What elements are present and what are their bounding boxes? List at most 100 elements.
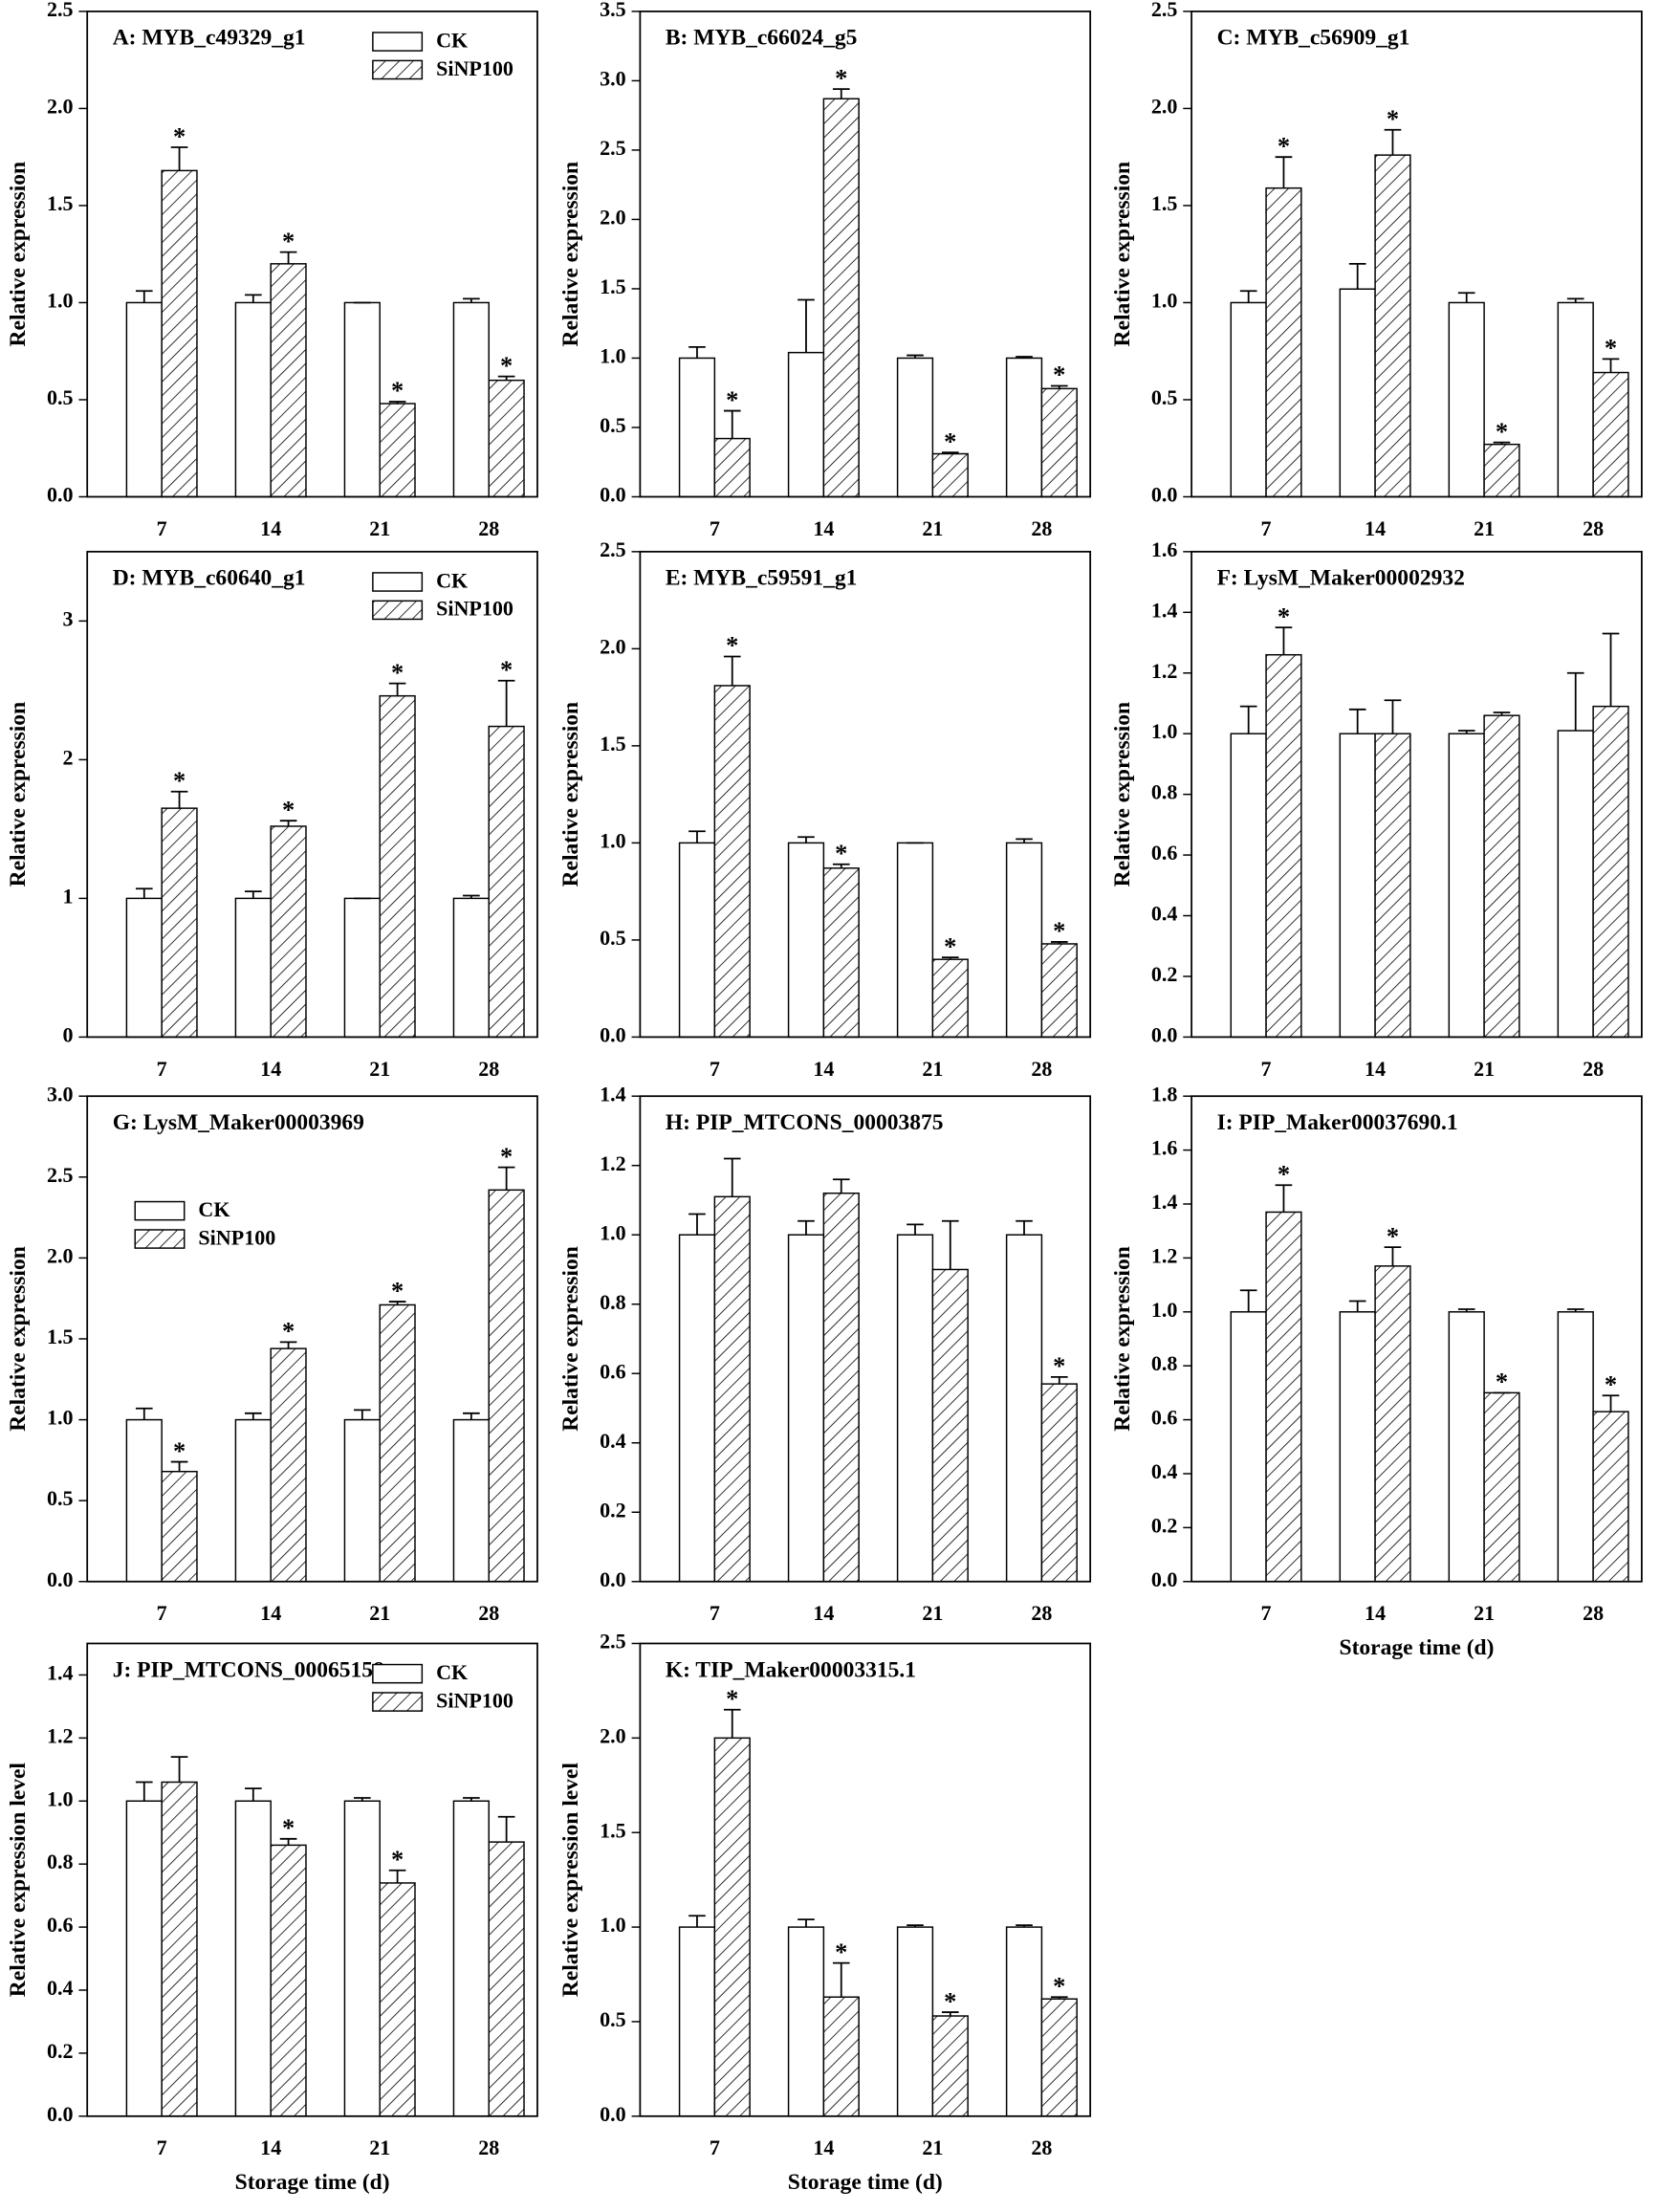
y-tick-label: 2.5 [47,0,74,21]
x-tick-label: 7 [710,1601,720,1625]
error-bar [279,1341,297,1349]
error-bar [723,655,741,686]
significance-label: * [1496,1368,1508,1396]
plot-frame [639,1642,1092,2117]
error-bar [354,1797,371,1802]
error-bar [906,1924,924,1928]
y-tick-label: 3 [62,606,73,630]
bar [931,2015,969,2117]
panel-title: K: TIP_Maker00003315.1 [666,1657,916,1682]
y-tick-label: 0.5 [47,1486,74,1510]
x-tick-label: 21 [922,516,943,540]
bar [1040,943,1078,1039]
plot-frame [639,1095,1092,1583]
error-bar [1348,1300,1366,1312]
plot-frame [1190,11,1643,498]
significance-label: * [282,227,295,255]
y-tick-label: 0.4 [600,1429,626,1453]
error-bar [723,1157,741,1197]
bar [1339,1311,1376,1583]
bar [1557,301,1594,498]
error-bar [170,1756,188,1783]
y-tick-label: 1.0 [1151,719,1178,743]
error-bar [1275,1184,1293,1213]
error-bar [688,345,706,359]
bar [1265,186,1302,498]
y-tick-label: 0.5 [600,413,626,437]
y-tick-label: 1.0 [600,1220,626,1244]
significance-label: * [391,658,404,687]
x-tick-label: 28 [478,516,499,540]
bar [896,357,934,498]
significance-label: * [173,766,186,795]
x-tick-label: 14 [260,2135,281,2159]
y-axis-label: Relative expression [6,702,31,887]
y-tick-label: 1.2 [47,1723,74,1747]
y-tick-label: 3.0 [600,66,626,90]
bar [488,1841,525,2117]
error-bar [832,1178,850,1194]
y-axis-label: Relative expression [6,1246,31,1432]
y-tick-label: 2.5 [600,1630,626,1654]
significance-label: * [391,1845,404,1873]
panel-title: D: MYB_c60640_g1 [113,566,306,591]
x-tick-label: 14 [813,516,834,540]
error-bar [497,1166,515,1191]
x-tick-label: 7 [157,1601,167,1625]
y-axis-label: Relative expression level [6,1763,31,1998]
legend-label: SiNP100 [436,56,513,80]
bar [343,301,381,498]
y-axis-label: Relative expression [558,1246,583,1432]
error-bar [1493,441,1511,445]
significance-label: * [282,1317,295,1346]
y-tick-label: 2.5 [600,136,626,160]
significance-label: * [1278,1160,1290,1189]
y-tick-label: 1 [62,884,73,908]
y-tick-label: 1.0 [47,1786,74,1810]
error-bar [1566,1308,1584,1312]
bar [1592,705,1629,1039]
bar [270,1844,307,2117]
significance-label: * [1278,131,1290,160]
bar [713,685,751,1039]
error-bar [463,894,480,899]
legend-swatch [372,1663,424,1684]
y-tick-label: 3.0 [47,1082,74,1106]
error-bar [1050,1375,1068,1385]
error-bar [906,1223,924,1236]
y-tick-label: 2.5 [47,1163,74,1187]
bar [1374,733,1411,1039]
error-bar [832,1961,850,1998]
error-bar [723,409,741,439]
y-tick-label: 0.0 [1151,1567,1178,1591]
y-tick-label: 0.5 [600,2007,626,2031]
error-bar [1016,1924,1033,1928]
x-tick-label: 14 [1365,516,1386,540]
error-bar [279,1837,297,1846]
x-tick-label: 7 [157,1057,167,1081]
panel-title: H: PIP_MTCONS_00003875 [666,1110,944,1135]
x-tick-label: 21 [369,1057,390,1081]
bar [678,842,716,1039]
y-tick-label: 1.0 [600,344,626,368]
bar [452,301,490,498]
bar [125,1418,163,1583]
plot-frame [1190,1095,1643,1583]
bar [931,1268,969,1583]
x-tick-label: 14 [260,516,281,540]
significance-label: * [173,121,186,150]
y-tick-label: 2.0 [1151,94,1178,118]
bar [1265,653,1302,1039]
x-tick-label: 28 [478,2135,499,2159]
error-bar [1493,712,1511,716]
bar [379,1882,416,2117]
significance-label: * [726,631,738,660]
x-tick-label: 14 [1365,1057,1386,1081]
error-bar [244,890,262,899]
y-tick-label: 1.8 [1151,1082,1178,1106]
y-tick-label: 1.2 [600,1151,626,1175]
y-tick-label: 1.4 [47,1661,74,1685]
significance-label: * [391,376,404,405]
y-tick-label: 1.5 [1151,191,1178,215]
